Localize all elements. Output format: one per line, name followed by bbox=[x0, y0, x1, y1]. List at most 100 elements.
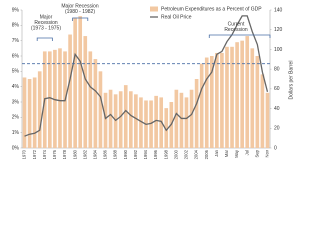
bar bbox=[27, 79, 32, 148]
bar bbox=[179, 92, 184, 148]
bar bbox=[134, 94, 138, 148]
annotation: (1973 - 1975) bbox=[31, 25, 61, 31]
bar bbox=[88, 51, 93, 148]
x-tick-label: 2000 bbox=[173, 149, 178, 159]
bar bbox=[215, 52, 219, 148]
x-tick-label: Nov bbox=[265, 149, 270, 157]
bar bbox=[93, 59, 98, 148]
y-tick-label: 1% bbox=[12, 130, 20, 136]
bar bbox=[73, 17, 77, 148]
bar bbox=[48, 51, 52, 148]
x-tick-label: 1990 bbox=[123, 149, 128, 159]
annotation: Recession bbox=[34, 20, 58, 26]
x-tick-label: 1996 bbox=[153, 149, 158, 159]
y2-tick-label: 40 bbox=[274, 106, 280, 112]
legend-swatch bbox=[150, 6, 158, 12]
y-tick-label: 5% bbox=[12, 69, 20, 75]
bar bbox=[189, 89, 194, 148]
bar bbox=[260, 74, 265, 148]
x-tick-label: 1984 bbox=[92, 149, 97, 159]
bar bbox=[108, 89, 113, 148]
y2-axis-label: Dollars per Barrel bbox=[288, 61, 294, 100]
x-tick-label: 1998 bbox=[163, 149, 168, 159]
annotation: Current bbox=[228, 21, 245, 27]
bar bbox=[103, 92, 108, 148]
bar bbox=[225, 46, 229, 148]
line-series bbox=[24, 15, 269, 137]
x-tick-label: Jan bbox=[214, 149, 219, 156]
annotation-bracket bbox=[208, 34, 271, 38]
y-tick-label: 2% bbox=[12, 115, 20, 121]
x-tick-label: 2004 bbox=[194, 149, 199, 159]
annotation: Major Recession bbox=[61, 3, 98, 9]
bar bbox=[240, 40, 244, 148]
bar bbox=[53, 49, 57, 148]
bar bbox=[245, 36, 250, 148]
bar bbox=[32, 77, 37, 148]
chart: Dollars per Barrel 0% 1% 2% 3% 4% 5% 6% 7% 8% 9% 0… bbox=[12, 3, 295, 159]
bar bbox=[235, 42, 239, 149]
x-tick-label: 1992 bbox=[133, 149, 138, 159]
y-tick-label: 3% bbox=[12, 99, 20, 105]
bar bbox=[118, 91, 123, 148]
y-tick-label: 6% bbox=[12, 53, 20, 59]
x-tick-label: 1994 bbox=[143, 149, 148, 159]
y2-tick-label: 60 bbox=[274, 86, 280, 92]
y2-tick-label: 0 bbox=[274, 145, 277, 151]
annotation: Recession bbox=[224, 27, 248, 33]
bar bbox=[68, 34, 72, 148]
annotation: Major bbox=[40, 14, 53, 20]
y2-tick-label: 140 bbox=[274, 7, 283, 13]
bar bbox=[220, 52, 224, 148]
x-tick-label: 1970 bbox=[22, 149, 27, 159]
bar bbox=[265, 92, 270, 148]
x-tick-label: 1972 bbox=[32, 149, 37, 159]
y2-tick-label: 20 bbox=[274, 126, 280, 132]
bar bbox=[128, 91, 133, 148]
bar bbox=[37, 71, 42, 148]
x-tick-label: Jul bbox=[244, 150, 249, 155]
y2-tick-label: 100 bbox=[274, 47, 283, 53]
bar bbox=[255, 56, 260, 148]
bar bbox=[22, 77, 27, 148]
annotation-bracket bbox=[72, 17, 89, 21]
y-tick-label: 8% bbox=[12, 23, 20, 29]
bar bbox=[58, 48, 62, 149]
x-tick-label: 1978 bbox=[62, 149, 67, 159]
bar bbox=[230, 46, 234, 148]
bar bbox=[98, 71, 103, 148]
x-tick-label: 1974 bbox=[42, 149, 47, 159]
x-tick-label: May bbox=[234, 149, 239, 158]
x-tick-label: 1982 bbox=[82, 149, 87, 159]
x-tick-label: 1976 bbox=[52, 149, 57, 159]
bar bbox=[139, 97, 143, 148]
y2-tick-label: 120 bbox=[274, 27, 283, 33]
legend-label: Real Oil Price bbox=[161, 14, 192, 20]
bar bbox=[209, 56, 214, 148]
y-tick-label: 4% bbox=[12, 84, 20, 90]
annotation-bracket bbox=[36, 37, 53, 41]
bar bbox=[164, 108, 169, 148]
bar bbox=[250, 48, 255, 149]
y2-tick-label: 80 bbox=[274, 66, 280, 72]
bar bbox=[123, 85, 128, 148]
bar bbox=[199, 63, 204, 148]
legend-label: Petroleum Expenditures as a Percent of G… bbox=[161, 6, 262, 12]
bar bbox=[83, 36, 88, 148]
y-tick-label: 0% bbox=[12, 145, 20, 151]
y-tick-label: 9% bbox=[12, 7, 20, 13]
x-tick-label: Sep bbox=[254, 149, 259, 157]
x-tick-label: Mar bbox=[224, 149, 229, 157]
x-tick-label: 1980 bbox=[72, 149, 77, 159]
x-tick-label: 1988 bbox=[113, 149, 118, 159]
x-tick-label: 2002 bbox=[184, 149, 189, 159]
bar bbox=[149, 100, 153, 148]
bar bbox=[194, 79, 199, 148]
x-tick-label: 2006 bbox=[204, 149, 209, 159]
y-tick-label: 7% bbox=[12, 38, 20, 44]
x-tick-label: 1986 bbox=[103, 149, 108, 159]
bar bbox=[78, 16, 83, 149]
bar bbox=[154, 95, 158, 148]
bar bbox=[174, 89, 179, 148]
bar bbox=[204, 57, 209, 148]
